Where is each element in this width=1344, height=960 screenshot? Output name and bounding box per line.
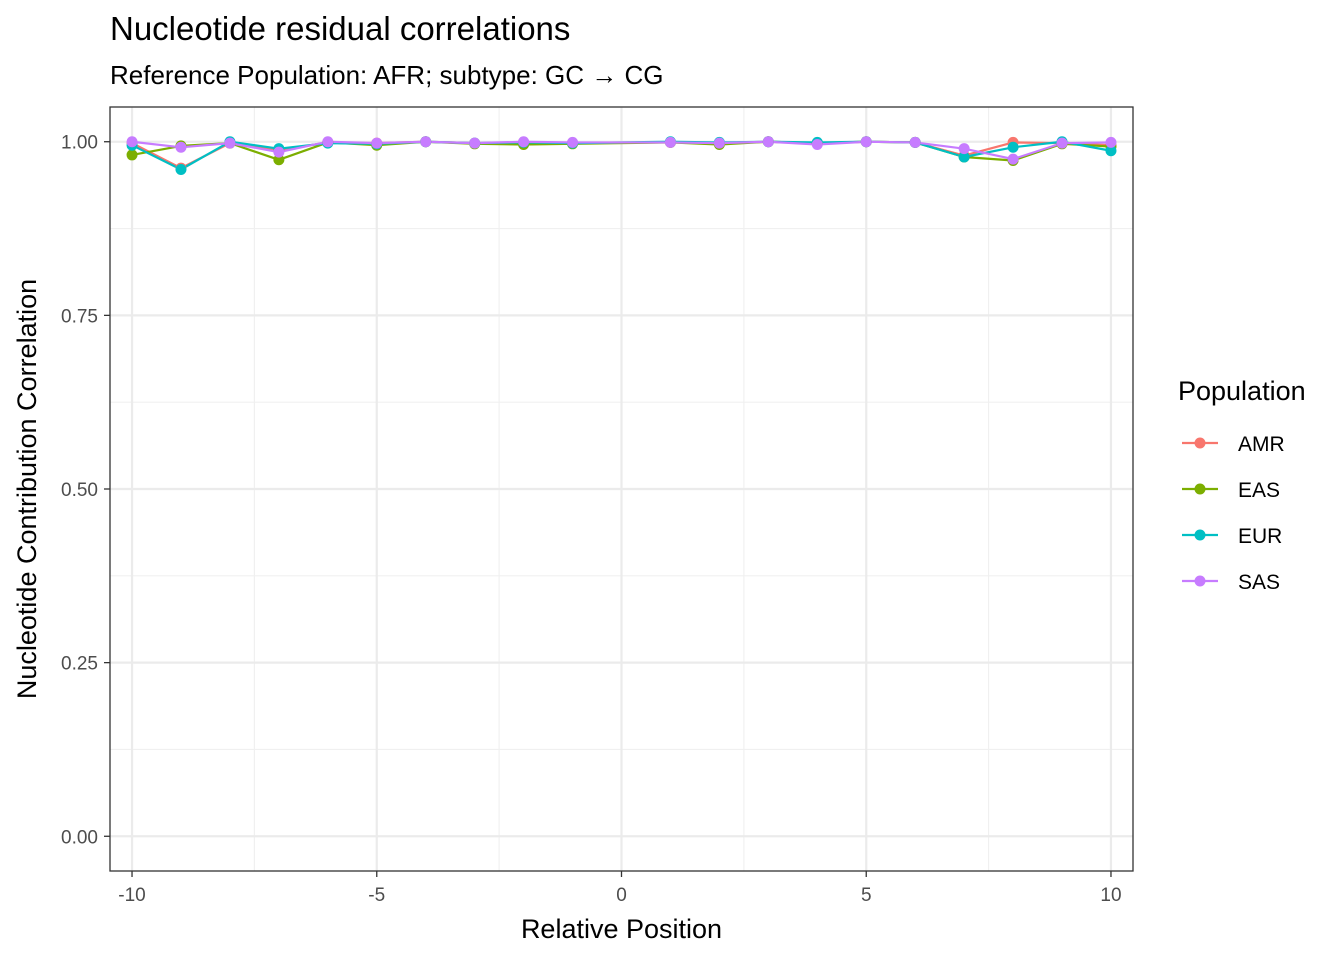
legend-title: Population	[1178, 376, 1306, 406]
data-point-eur	[958, 151, 970, 163]
data-point-sas	[1007, 153, 1019, 165]
data-point-sas	[322, 136, 334, 148]
x-axis-title: Relative Position	[521, 914, 722, 944]
data-point-sas	[273, 146, 285, 158]
data-point-sas	[224, 137, 236, 149]
legend-key-point	[1194, 575, 1206, 587]
legend-label-amr: AMR	[1238, 433, 1285, 456]
data-point-sas	[126, 136, 138, 148]
y-tick-label: 0.25	[61, 654, 98, 675]
series-line-sas	[131, 140, 1111, 161]
legend-label-eas: EAS	[1238, 479, 1280, 502]
x-tick-label: 5	[861, 885, 872, 906]
series-lines	[131, 140, 1112, 171]
legend-label-sas: SAS	[1238, 571, 1280, 594]
data-point-eur	[1105, 145, 1117, 157]
x-tick-label: -5	[368, 885, 385, 906]
grid-major-lines	[110, 107, 1133, 871]
y-tick-label: 0.00	[61, 827, 98, 848]
data-point-eur	[1007, 141, 1019, 153]
data-point-sas	[713, 137, 725, 149]
data-point-sas	[371, 137, 383, 149]
data-point-sas	[762, 136, 774, 148]
series-points	[126, 136, 1117, 176]
data-point-eas	[126, 149, 138, 161]
legend-key-point	[1194, 529, 1206, 541]
x-tick-label: -10	[118, 885, 145, 906]
data-point-eas	[273, 154, 285, 166]
data-point-sas	[811, 139, 823, 151]
legend-label-eur: EUR	[1238, 525, 1282, 548]
data-point-sas	[909, 136, 921, 148]
y-axis-title: Nucleotide Contribution Correlation	[12, 279, 42, 699]
data-point-sas	[958, 143, 970, 155]
legend-key-point	[1194, 483, 1206, 495]
chart-subtitle: Reference Population: AFR; subtype: GC →…	[110, 60, 664, 90]
y-tick-label: 1.00	[61, 133, 98, 154]
data-point-sas	[567, 136, 579, 148]
y-tick-label: 0.50	[61, 480, 98, 501]
x-tick-label: 10	[1100, 885, 1121, 906]
data-point-sas	[420, 136, 432, 148]
x-axis: -10 -5 0 5 10	[118, 871, 1122, 906]
data-point-sas	[1105, 136, 1117, 148]
legend-key-point	[1194, 437, 1206, 449]
data-point-sas	[860, 136, 872, 148]
data-point-sas	[664, 136, 676, 148]
data-point-sas	[518, 136, 530, 148]
legend: Population AMR EAS EUR SAS	[1178, 376, 1306, 594]
data-point-sas	[469, 137, 481, 149]
data-point-sas	[175, 141, 187, 153]
data-point-sas	[1056, 137, 1068, 149]
y-axis: 0.00 0.25 0.50 0.75 1.00	[61, 133, 110, 848]
data-point-eur	[175, 164, 187, 176]
chart-title: Nucleotide residual correlations	[110, 10, 571, 47]
x-tick-label: 0	[616, 885, 627, 906]
y-tick-label: 0.75	[61, 306, 98, 327]
